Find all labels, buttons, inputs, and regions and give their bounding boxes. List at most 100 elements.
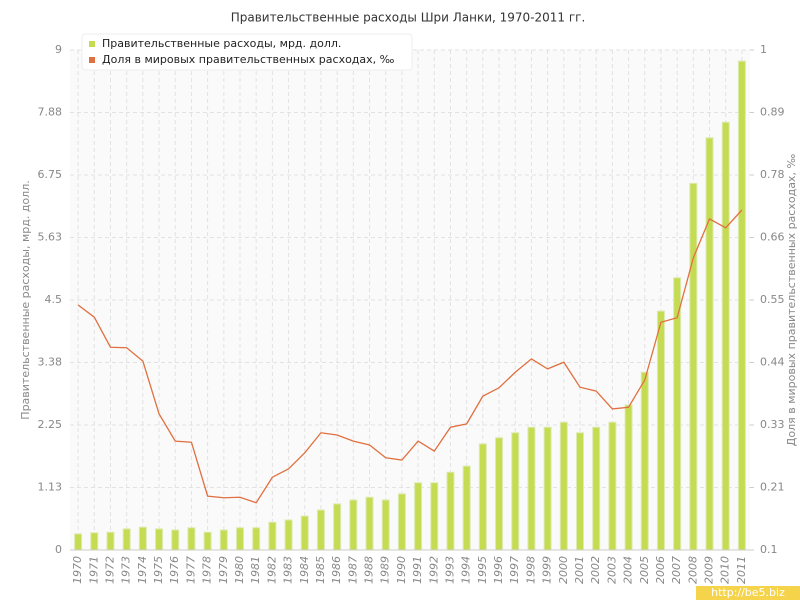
y2-tick-label: 0.55 — [760, 293, 785, 306]
bar — [737, 60, 746, 551]
x-tick-label: 2010 — [719, 556, 732, 584]
y-tick-label: 9 — [55, 43, 62, 56]
watermark-bg — [696, 586, 800, 600]
bar — [187, 527, 196, 551]
bar — [656, 310, 665, 551]
x-tick-label: 1984 — [298, 556, 311, 584]
bar — [576, 432, 584, 551]
x-tick-label: 2004 — [622, 556, 635, 584]
x-tick-label: 1981 — [249, 556, 262, 584]
bar — [478, 443, 487, 551]
x-tick-label: 1990 — [395, 556, 408, 584]
x-tick-label: 2009 — [703, 556, 716, 584]
bar — [397, 493, 406, 551]
x-tick-label: 1977 — [184, 556, 197, 584]
x-tick-label: 2005 — [638, 556, 651, 584]
x-tick-label: 2006 — [654, 556, 667, 584]
bar — [624, 404, 633, 551]
y2-tick-label: 0.89 — [760, 106, 785, 119]
x-tick-label: 1986 — [330, 556, 343, 584]
x-tick-label: 1972 — [103, 556, 116, 584]
bar — [349, 499, 358, 551]
bar — [592, 426, 601, 551]
x-tick-label: 1979 — [217, 556, 230, 584]
x-tick-label: 2000 — [557, 556, 570, 584]
bar — [462, 465, 471, 551]
bar — [333, 503, 342, 551]
bar — [171, 529, 180, 551]
bar — [511, 432, 520, 551]
bar — [381, 499, 390, 551]
bar — [316, 509, 325, 551]
y2-tick-label: 0.66 — [760, 231, 785, 244]
bar — [640, 371, 649, 551]
x-tick-label: 1993 — [443, 556, 456, 584]
bar — [138, 526, 147, 551]
x-tick-label: 1998 — [524, 556, 537, 584]
watermark: http://be5.biz — [711, 586, 785, 599]
x-tick-label: 1995 — [476, 556, 489, 584]
plot — [70, 49, 750, 551]
x-tick-label: 1975 — [152, 556, 165, 584]
x-tick-label: 1996 — [492, 556, 505, 584]
x-tick-label: 1980 — [233, 556, 246, 584]
x-tick-label: 2008 — [686, 556, 699, 584]
x-tick-label: 1974 — [136, 556, 149, 584]
x-tick-label: 1976 — [168, 556, 181, 584]
y-tick-label: 4.5 — [45, 293, 63, 306]
y2-tick-label: 0.21 — [760, 481, 785, 494]
y2-tick-label: 0.44 — [760, 356, 785, 369]
bar — [495, 437, 504, 551]
y2-tick-label: 0.33 — [760, 418, 785, 431]
bar — [219, 529, 228, 551]
x-tick-label: 1989 — [379, 556, 392, 584]
legend-marker — [89, 41, 95, 47]
bar — [705, 137, 714, 551]
bar — [559, 421, 568, 551]
x-tick-label: 1982 — [265, 556, 278, 584]
bar — [236, 527, 244, 551]
bar — [90, 532, 99, 551]
y-tick-label: 5.63 — [38, 231, 63, 244]
y-tick-label: 1.13 — [38, 481, 63, 494]
y2-axis-title: Доля в мировых правительственных расхода… — [785, 154, 798, 447]
bar — [414, 482, 423, 551]
bar — [122, 528, 131, 551]
y-tick-label: 3.38 — [38, 356, 63, 369]
y2-tick-label: 1 — [760, 43, 767, 56]
bar — [203, 531, 212, 551]
x-tick-label: 2003 — [605, 556, 618, 584]
x-tick-label: 1987 — [346, 556, 359, 584]
bar — [430, 482, 439, 551]
x-tick-label: 1994 — [460, 556, 473, 584]
y-tick-label: 0 — [55, 543, 62, 556]
x-tick-label: 1988 — [363, 556, 376, 584]
bar — [268, 521, 277, 551]
x-tick-label: 1978 — [201, 556, 214, 584]
x-tick-label: 1991 — [411, 556, 424, 584]
bar — [252, 527, 261, 551]
x-tick-label: 1970 — [71, 556, 84, 584]
x-tick-label: 1973 — [120, 556, 133, 584]
bar — [300, 515, 309, 551]
x-tick-label: 2011 — [735, 556, 748, 584]
bar — [155, 528, 164, 551]
legend-label: Правительственные расходы, мрд. долл. — [102, 37, 341, 50]
bar — [543, 426, 552, 551]
x-tick-label: 1971 — [87, 556, 100, 584]
legend-label: Доля в мировых правительственных расхода… — [102, 53, 395, 66]
x-tick-label: 1992 — [427, 556, 440, 584]
x-tick-label: 2002 — [589, 556, 602, 584]
bar — [446, 471, 455, 551]
line — [77, 209, 743, 504]
x-tick-label: 1999 — [541, 556, 554, 584]
legend-marker — [89, 57, 95, 63]
y2-tick-label: 0.1 — [760, 543, 778, 556]
x-tick-label: 1983 — [282, 556, 295, 584]
bar — [106, 531, 115, 551]
y2-tick-label: 0.78 — [760, 168, 785, 181]
bar — [721, 121, 730, 551]
x-tick-label: 1985 — [314, 556, 327, 584]
bar — [284, 519, 293, 551]
